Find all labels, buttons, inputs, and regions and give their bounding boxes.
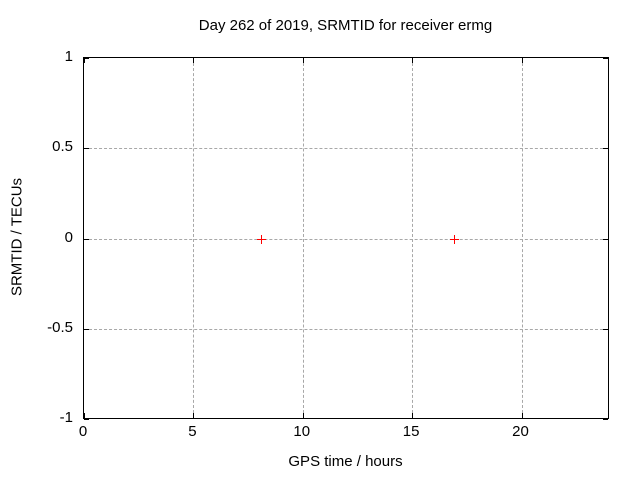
chart-title: Day 262 of 2019, SRMTID for receiver erm… [198,17,493,34]
x-tick-label: 20 [512,423,529,440]
x-tick-mark [84,58,85,63]
x-tick-mark [193,413,195,418]
x-tick-mark [412,58,414,63]
x-tick-mark [302,413,304,418]
x-gridline [193,58,195,418]
y-tick-mark [603,58,608,59]
y-gridline [84,328,608,330]
x-tick-mark [521,413,523,418]
y-tick-mark [84,328,89,330]
x-tick-mark [193,58,195,63]
x-tick-label: 10 [293,423,311,440]
x-tick-label: 15 [402,423,420,440]
y-tick-mark [84,238,89,240]
x-tick-label: 5 [188,423,197,440]
x-axis-label: GPS time / hours [288,453,403,470]
x-tick-label: 0 [78,423,88,440]
y-tick-label: -0.5 [47,318,73,336]
y-tick-label: -1 [59,409,73,426]
x-gridline [521,58,523,418]
x-tick-mark [412,413,414,418]
x-gridline [302,58,304,418]
y-tick-mark [84,58,89,59]
data-point-marker [449,234,459,244]
y-tick-label: 0 [64,228,73,246]
y-tick-mark [603,238,608,240]
x-gridline [412,58,414,418]
x-tick-mark [84,413,85,418]
y-tick-mark [84,419,89,420]
y-tick-mark [603,148,608,150]
y-tick-mark [84,148,89,150]
y-gridline [84,238,608,240]
y-tick-label: 0.5 [52,138,73,156]
y-tick-mark [603,328,608,330]
y-tick-mark [603,419,608,420]
x-tick-mark [302,58,304,63]
y-gridline [84,148,608,150]
y-tick-label: 1 [64,48,73,65]
plot-area [83,57,609,420]
data-point-marker [257,234,267,244]
x-tick-mark [521,58,523,63]
